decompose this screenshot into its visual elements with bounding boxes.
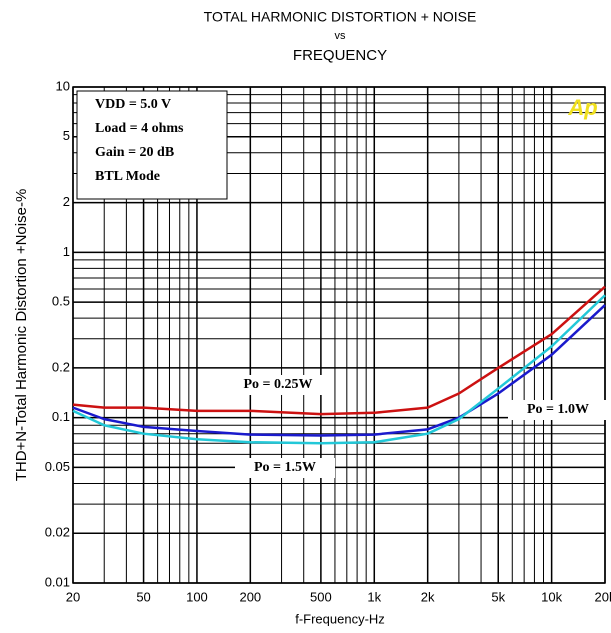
y-tick-label: 0.01 [45, 574, 70, 589]
x-tick-label: 200 [239, 589, 261, 604]
x-tick-label: 20 [66, 589, 80, 604]
series-label: Po = 0.25W [243, 377, 312, 392]
x-axis-label: f-Frequency-Hz [295, 611, 385, 626]
x-tick-label: 5k [491, 589, 505, 604]
series-label: Po = 1.5W [254, 460, 316, 475]
series-line [72, 285, 606, 416]
series-label-bg [235, 458, 335, 478]
x-tick-label: 50 [136, 589, 150, 604]
annotation: BTL Mode [95, 169, 160, 184]
annotation: Gain = 20 dB [95, 145, 174, 160]
annotation: Load = 4 ohms [95, 121, 184, 136]
chart-title-vs: vs [335, 30, 347, 42]
y-tick-label: 5 [63, 128, 70, 143]
x-tick-label: 2k [421, 589, 435, 604]
y-tick-label: 1 [63, 244, 70, 259]
x-tick-label: 100 [186, 589, 208, 604]
x-tick-label: 1k [367, 589, 381, 604]
y-tick-label: 0.1 [52, 409, 70, 424]
y-tick-label: 2 [63, 194, 70, 209]
series-label-bg [228, 375, 328, 395]
logo: Ap [567, 95, 597, 120]
y-tick-label: 0.2 [52, 359, 70, 374]
y-tick-label: 0.5 [52, 294, 70, 309]
annotation: VDD = 5.0 V [95, 97, 171, 112]
y-tick-label: 0.05 [45, 459, 70, 474]
series-line [72, 294, 606, 445]
series-line [72, 304, 606, 437]
annotation-box [76, 90, 228, 200]
x-tick-label: 500 [310, 589, 332, 604]
x-tick-label: 10k [541, 589, 562, 604]
chart-title: TOTAL HARMONIC DISTORTION + NOISE [204, 9, 477, 25]
series-label: Po = 1.0W [527, 402, 589, 417]
y-axis-label: THD+N-Total Harmonic Distortion +Noise-% [13, 189, 30, 482]
x-tick-label: 20k [595, 589, 611, 604]
y-tick-label: 10 [56, 78, 70, 93]
series-label-bg [508, 400, 608, 420]
y-tick-label: 0.02 [45, 525, 70, 540]
chart-subtitle: FREQUENCY [293, 47, 387, 64]
